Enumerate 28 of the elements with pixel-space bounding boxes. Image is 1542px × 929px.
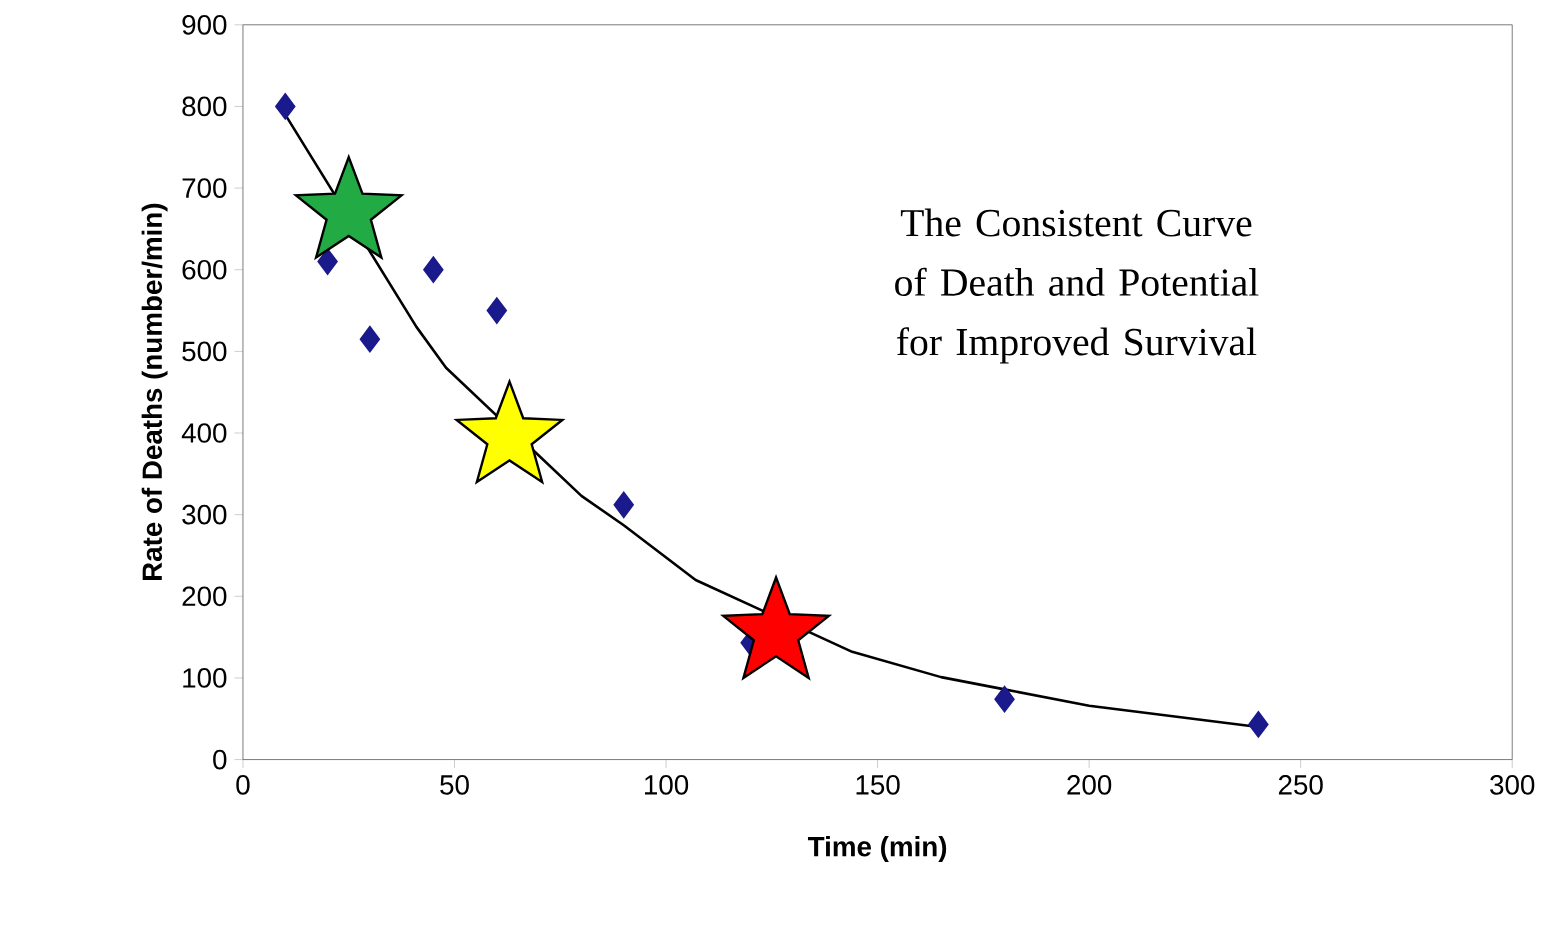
y-tick-label: 0 <box>213 749 227 770</box>
x-tick-label: 200 <box>1067 774 1112 795</box>
point <box>423 256 444 283</box>
y-tick-label: 500 <box>182 341 227 362</box>
y-tick-label: 700 <box>182 178 227 198</box>
x-tick-label: 50 <box>440 774 469 795</box>
x-tick-label: 100 <box>645 774 689 795</box>
y-tick-label: 800 <box>182 96 227 117</box>
x-tick-label: 250 <box>1278 774 1323 795</box>
x-tick-label: 150 <box>856 774 900 795</box>
point <box>613 491 634 518</box>
point <box>275 93 296 120</box>
y-tick-label: 900 <box>182 14 227 35</box>
y-axis-title: Rate of Deaths (number/min) <box>141 203 168 581</box>
x-tick-label: 0 <box>236 774 250 795</box>
point <box>1248 711 1269 738</box>
y-tick-label: 300 <box>182 504 227 525</box>
point <box>317 248 338 275</box>
y-tick-label: 100 <box>183 668 227 688</box>
point <box>359 325 380 353</box>
x-tick-label: 300 <box>1490 774 1535 795</box>
point <box>486 297 507 324</box>
x-axis-title: Time (min) <box>807 836 947 862</box>
annotation: The Consistent Curve of Death and Potential for Improved Survival <box>895 208 1259 364</box>
y-tick-label: 400 <box>181 423 227 443</box>
y-tick-label: 200 <box>182 586 227 607</box>
point <box>994 686 1015 713</box>
y-tick-label: 600 <box>182 259 227 280</box>
